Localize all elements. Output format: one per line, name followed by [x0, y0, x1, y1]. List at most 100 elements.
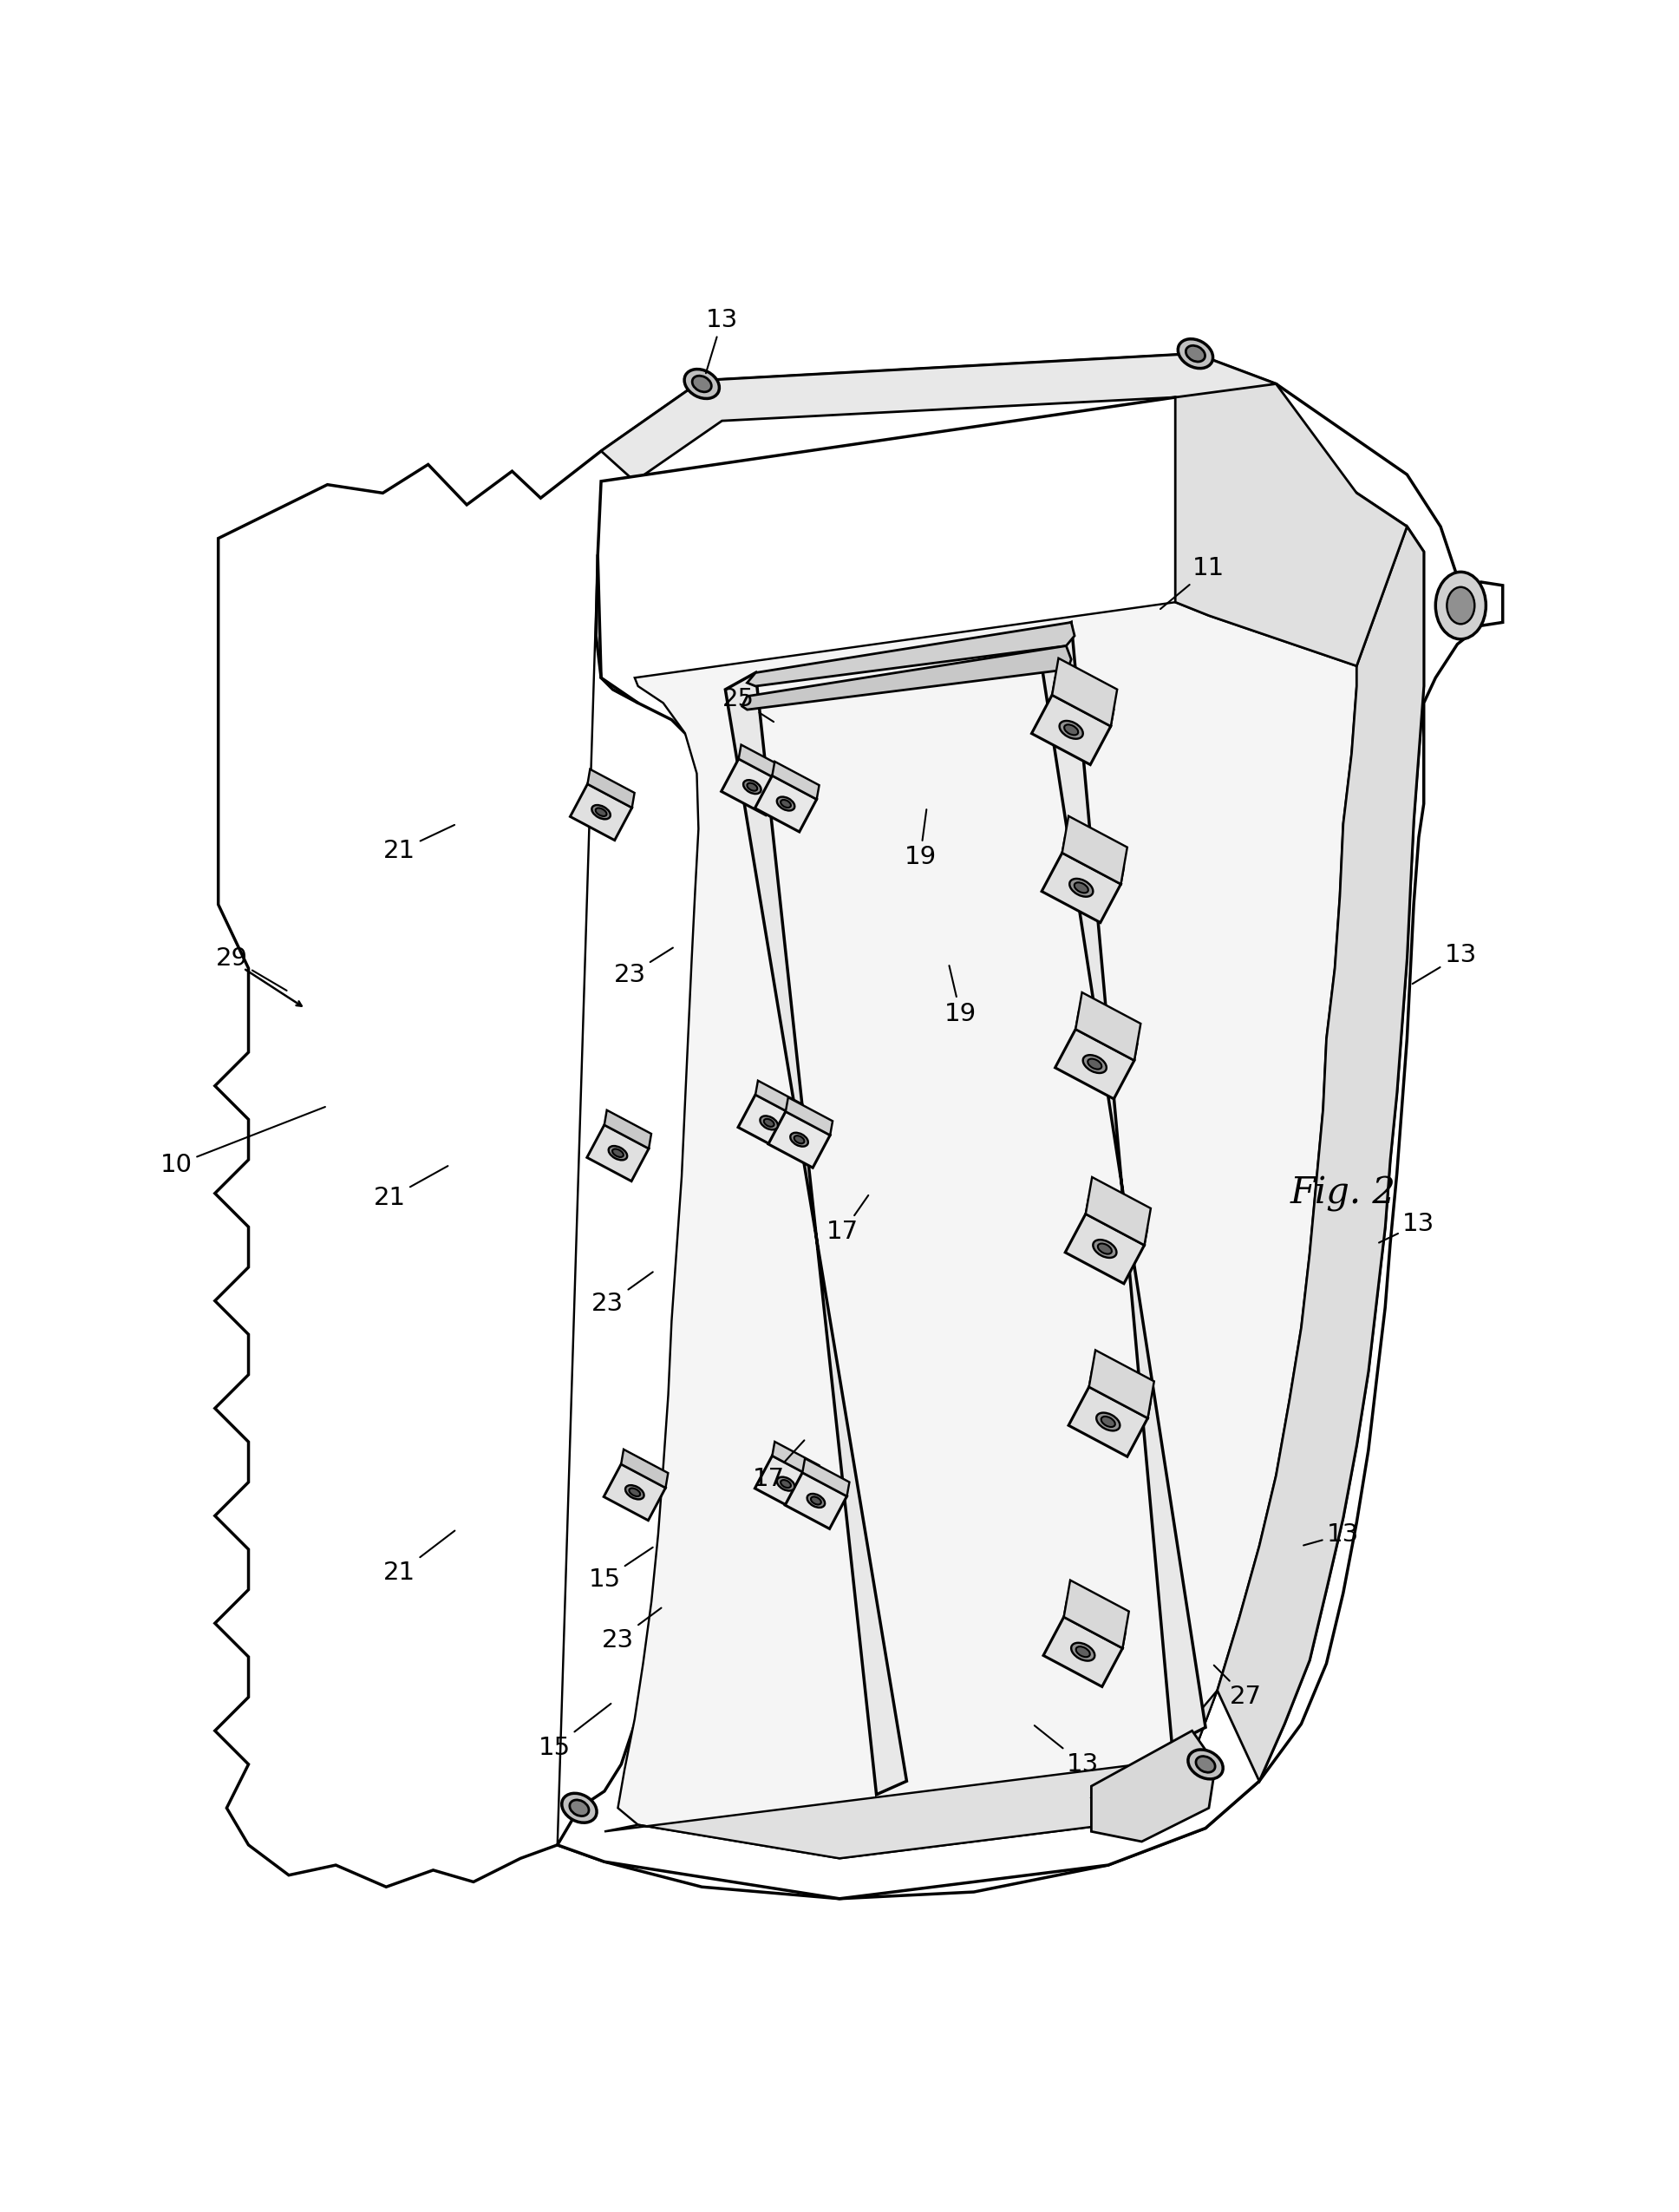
Polygon shape: [1064, 1579, 1128, 1648]
Text: 19: 19: [903, 810, 937, 869]
Polygon shape: [604, 1690, 1217, 1858]
Polygon shape: [601, 354, 1276, 482]
Ellipse shape: [1096, 1413, 1120, 1431]
Text: 15: 15: [588, 1548, 653, 1593]
Text: 17: 17: [752, 1440, 804, 1491]
Ellipse shape: [685, 369, 719, 398]
Ellipse shape: [747, 783, 757, 792]
Ellipse shape: [562, 1794, 596, 1823]
Ellipse shape: [811, 1498, 821, 1504]
Polygon shape: [1086, 1177, 1150, 1245]
Ellipse shape: [1059, 721, 1083, 739]
Text: 15: 15: [537, 1703, 611, 1761]
Text: 13: 13: [1303, 1522, 1360, 1546]
Polygon shape: [1090, 1349, 1153, 1418]
Polygon shape: [772, 1442, 819, 1480]
Polygon shape: [604, 1110, 651, 1148]
Text: 29: 29: [215, 947, 287, 991]
Polygon shape: [1076, 1013, 1137, 1060]
Polygon shape: [1217, 526, 1424, 1781]
Polygon shape: [1091, 1730, 1216, 1843]
Text: 10: 10: [160, 1106, 326, 1177]
Polygon shape: [1053, 659, 1117, 726]
Polygon shape: [1175, 385, 1407, 666]
Ellipse shape: [1083, 1055, 1106, 1073]
Polygon shape: [742, 646, 1071, 710]
Polygon shape: [1064, 1599, 1125, 1648]
Ellipse shape: [1185, 345, 1206, 363]
Ellipse shape: [630, 1489, 640, 1495]
Polygon shape: [1063, 816, 1127, 885]
Text: 19: 19: [944, 967, 977, 1026]
Polygon shape: [756, 776, 816, 832]
Ellipse shape: [1447, 586, 1474, 624]
Ellipse shape: [1076, 1646, 1090, 1657]
Text: Fig. 2: Fig. 2: [1291, 1175, 1395, 1212]
Text: 23: 23: [601, 1608, 662, 1652]
Text: 13: 13: [1412, 942, 1478, 984]
Ellipse shape: [608, 1146, 628, 1159]
Ellipse shape: [1195, 1756, 1216, 1772]
Polygon shape: [1091, 1747, 1195, 1825]
Polygon shape: [739, 1095, 799, 1150]
Text: 25: 25: [722, 688, 774, 721]
Polygon shape: [557, 398, 1424, 1898]
Ellipse shape: [1098, 1243, 1111, 1254]
Polygon shape: [1053, 679, 1113, 726]
Ellipse shape: [625, 1484, 645, 1500]
Polygon shape: [739, 745, 786, 783]
Ellipse shape: [764, 1119, 774, 1126]
Ellipse shape: [808, 1493, 824, 1509]
Polygon shape: [769, 1110, 829, 1168]
Polygon shape: [215, 354, 1503, 1898]
Polygon shape: [618, 602, 1357, 1858]
Ellipse shape: [794, 1135, 804, 1144]
Polygon shape: [786, 1097, 833, 1135]
Text: 21: 21: [383, 825, 455, 863]
Polygon shape: [1090, 1369, 1150, 1418]
Text: 13: 13: [1034, 1725, 1100, 1776]
Polygon shape: [1086, 1197, 1147, 1245]
Polygon shape: [1063, 836, 1123, 885]
Polygon shape: [1076, 993, 1140, 1060]
Text: 23: 23: [591, 1272, 653, 1316]
Polygon shape: [756, 1082, 803, 1119]
Polygon shape: [588, 770, 635, 807]
Ellipse shape: [744, 781, 761, 794]
Polygon shape: [1054, 1029, 1135, 1099]
Ellipse shape: [761, 1115, 777, 1130]
Ellipse shape: [1093, 1239, 1117, 1259]
Ellipse shape: [692, 376, 712, 392]
Ellipse shape: [591, 805, 611, 818]
Ellipse shape: [596, 807, 606, 816]
Polygon shape: [571, 783, 631, 841]
Polygon shape: [772, 761, 819, 799]
Polygon shape: [604, 1464, 665, 1520]
Polygon shape: [1038, 622, 1206, 1745]
Ellipse shape: [781, 1480, 791, 1489]
Polygon shape: [588, 1126, 648, 1181]
Ellipse shape: [781, 801, 791, 807]
Ellipse shape: [1064, 726, 1078, 734]
Polygon shape: [725, 672, 907, 1794]
Text: 13: 13: [1378, 1212, 1436, 1243]
Ellipse shape: [1179, 338, 1212, 369]
Polygon shape: [803, 1458, 850, 1495]
Ellipse shape: [1436, 573, 1486, 639]
Polygon shape: [1068, 1387, 1148, 1458]
Ellipse shape: [613, 1148, 623, 1157]
Polygon shape: [1043, 1617, 1123, 1688]
Text: 23: 23: [613, 947, 673, 987]
Polygon shape: [1064, 1214, 1145, 1283]
Text: 21: 21: [383, 1531, 455, 1586]
Ellipse shape: [1088, 1060, 1101, 1068]
Ellipse shape: [1071, 1644, 1095, 1661]
Polygon shape: [747, 622, 1075, 686]
Text: 13: 13: [705, 307, 739, 374]
Text: 21: 21: [373, 1166, 448, 1210]
Ellipse shape: [791, 1133, 808, 1146]
Ellipse shape: [1189, 1750, 1222, 1778]
Text: 27: 27: [1214, 1666, 1263, 1710]
Ellipse shape: [1101, 1416, 1115, 1427]
Polygon shape: [1031, 695, 1111, 765]
